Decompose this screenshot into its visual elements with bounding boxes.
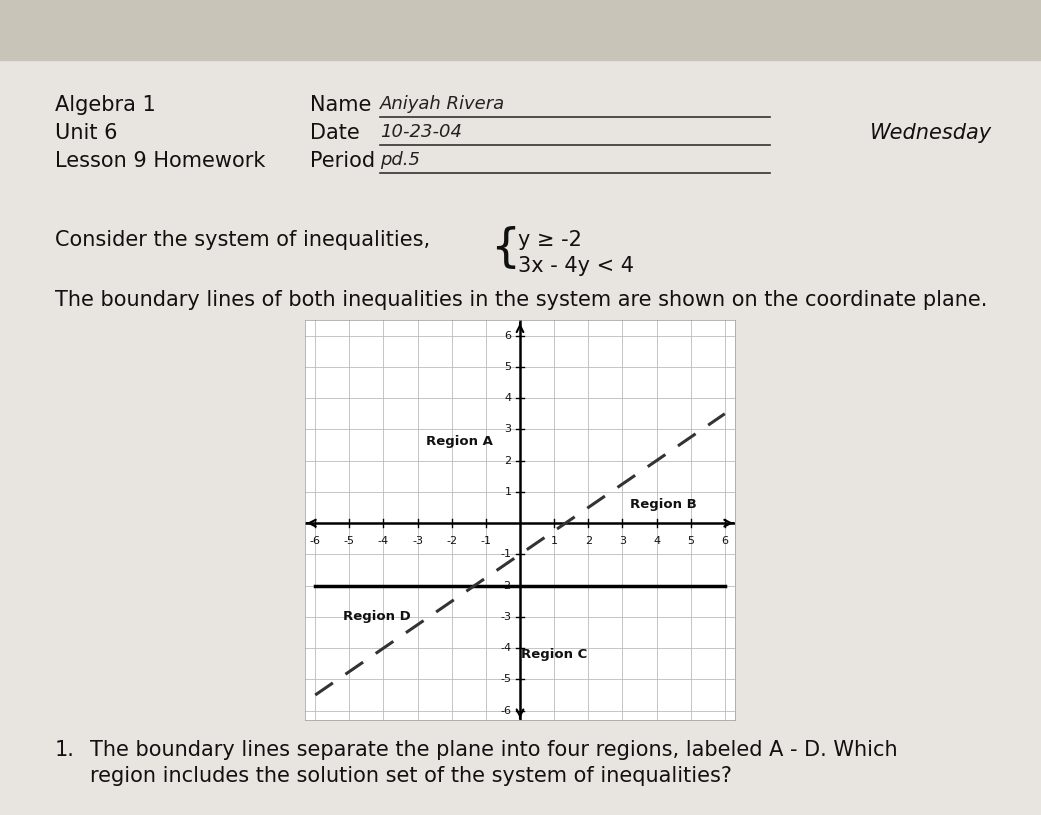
Text: -2: -2 <box>501 580 511 591</box>
Text: 1.: 1. <box>55 740 75 760</box>
Text: Region A: Region A <box>426 435 492 448</box>
Text: Consider the system of inequalities,: Consider the system of inequalities, <box>55 230 430 250</box>
Text: 1: 1 <box>551 535 558 545</box>
Text: 5: 5 <box>687 535 694 545</box>
Text: Region B: Region B <box>630 498 696 511</box>
Text: Date: Date <box>310 123 360 143</box>
Text: region includes the solution set of the system of inequalities?: region includes the solution set of the … <box>90 766 732 786</box>
Text: y ≥ -2: y ≥ -2 <box>518 230 582 250</box>
Text: 6: 6 <box>505 331 511 341</box>
Text: pd.5: pd.5 <box>380 151 420 169</box>
Text: 4: 4 <box>653 535 660 545</box>
Bar <box>0 0 1041 60</box>
Text: Unit 6: Unit 6 <box>55 123 118 143</box>
Text: 2: 2 <box>504 456 511 465</box>
Text: -5: -5 <box>501 674 511 685</box>
Text: Period: Period <box>310 151 375 171</box>
Text: 3: 3 <box>505 425 511 434</box>
Text: 3x - 4y < 4: 3x - 4y < 4 <box>518 256 634 276</box>
Text: The boundary lines of both inequalities in the system are shown on the coordinat: The boundary lines of both inequalities … <box>55 290 987 310</box>
Text: Lesson 9 Homework: Lesson 9 Homework <box>55 151 265 171</box>
Text: 5: 5 <box>505 362 511 372</box>
Text: Region C: Region C <box>520 648 587 661</box>
Text: -1: -1 <box>501 549 511 559</box>
Text: -6: -6 <box>501 706 511 716</box>
Text: Aniyah Rivera: Aniyah Rivera <box>380 95 505 113</box>
Text: The boundary lines separate the plane into four regions, labeled A - D. Which: The boundary lines separate the plane in… <box>90 740 897 760</box>
Text: Algebra 1: Algebra 1 <box>55 95 156 115</box>
Text: 10-23-04: 10-23-04 <box>380 123 462 141</box>
Text: -4: -4 <box>378 535 389 545</box>
Text: -4: -4 <box>501 643 511 653</box>
Text: {: { <box>490 226 520 271</box>
Text: -3: -3 <box>412 535 423 545</box>
Text: 3: 3 <box>619 535 626 545</box>
Text: 2: 2 <box>585 535 592 545</box>
Text: 1: 1 <box>505 487 511 497</box>
Text: Wednesday: Wednesday <box>870 123 992 143</box>
Text: 4: 4 <box>504 393 511 403</box>
Text: Region D: Region D <box>342 610 410 623</box>
Text: Name: Name <box>310 95 372 115</box>
Text: -1: -1 <box>480 535 491 545</box>
Text: -6: -6 <box>310 535 321 545</box>
Text: -3: -3 <box>501 612 511 622</box>
Text: 6: 6 <box>721 535 729 545</box>
Text: -2: -2 <box>447 535 457 545</box>
Text: -5: -5 <box>344 535 355 545</box>
